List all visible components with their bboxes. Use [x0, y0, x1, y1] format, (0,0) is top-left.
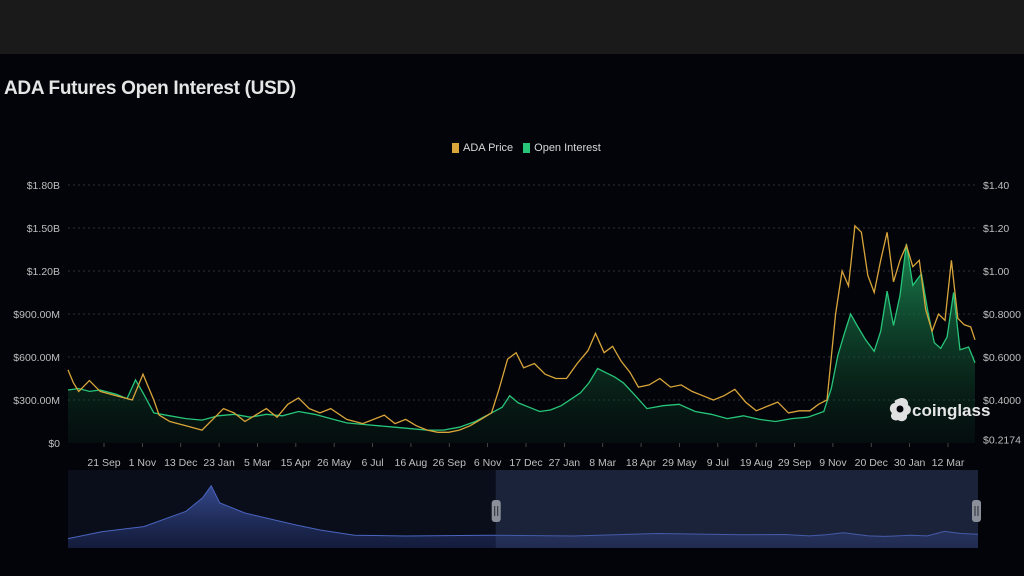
navigator-area [68, 485, 978, 548]
y-right-tick-label: $1.20 [983, 223, 1009, 235]
legend-item-open-interest[interactable]: Open Interest [523, 142, 601, 154]
navigator-handle-grip [491, 500, 501, 522]
x-tick-label: 16 Aug [395, 457, 428, 469]
series-line-ada-price [67, 224, 976, 433]
x-tick-label: 27 Jan [549, 457, 581, 469]
x-tick-label: 17 Dec [509, 457, 542, 469]
x-tick-label: 6 Nov [474, 457, 502, 469]
watermark-text: coinglass [912, 401, 990, 420]
x-tick-label: 12 Mar [932, 457, 965, 469]
y-left-tick-label: $300.00M [13, 395, 60, 407]
legend-swatch-open-interest [523, 143, 531, 153]
navigator-handle-right[interactable] [972, 500, 981, 522]
y-left-tick-label: $1.80B [27, 180, 60, 192]
legend-label-open-interest: Open Interest [534, 142, 601, 154]
x-tick-label: 18 Apr [626, 457, 657, 469]
coinglass-logo-icon [889, 397, 911, 422]
x-tick-label: 8 Mar [589, 457, 616, 469]
x-tick-label: 6 Jul [361, 457, 383, 469]
x-tick-label: 1 Nov [129, 457, 157, 469]
y-left-tick-label: $600.00M [13, 352, 60, 364]
navigator-selected-range [495, 470, 978, 548]
legend-label-ada-price: ADA Price [463, 142, 514, 154]
x-axis: 21 Sep 1 Nov 13 Dec 23 Jan 5 Mar 15 Apr 26 May… [87, 443, 965, 469]
y-left-tick-label: $1.50B [27, 223, 60, 235]
y-right-tick-label: $1.40 [983, 180, 1009, 192]
y-axis-left: $0 $300.00M $600.00M $900.00M $1.20B $1.50B $1… [13, 180, 60, 450]
x-tick-label: 5 Mar [244, 457, 271, 469]
y-right-tick-label: $0.2174 [983, 434, 1021, 446]
navigator-handle-grip [972, 500, 981, 522]
x-tick-label: 19 Aug [740, 457, 773, 469]
x-tick-label: 23 Jan [203, 457, 235, 469]
watermark: coinglass [889, 397, 990, 422]
y-axis-right: $0.2174 $0.4000 $0.6000 $0.8000 $1.00 $1.20 $1… [983, 180, 1021, 446]
navigator-line [67, 484, 979, 540]
top-bar [0, 0, 1024, 54]
series-area-open-interest [68, 243, 975, 443]
grid-lines [68, 184, 975, 401]
legend-swatch-ada-price [452, 143, 459, 153]
chart-legend: ADA Price Open Interest [452, 142, 601, 154]
chart-title: ADA Futures Open Interest (USD) [4, 78, 296, 99]
x-tick-label: 26 Sep [433, 457, 466, 469]
y-left-tick-label: $1.20B [27, 266, 60, 278]
series-line-open-interest [67, 243, 976, 431]
range-navigator[interactable] [67, 470, 981, 548]
y-right-tick-label: $0.8000 [983, 309, 1021, 321]
y-right-tick-label: $0.6000 [983, 352, 1021, 364]
x-tick-label: 9 Nov [819, 457, 847, 469]
x-tick-label: 15 Apr [281, 457, 312, 469]
x-tick-label: 21 Sep [87, 457, 120, 469]
y-right-tick-label: $1.00 [983, 266, 1009, 278]
x-tick-label: 29 Sep [778, 457, 811, 469]
x-tick-label: 20 Dec [855, 457, 888, 469]
x-tick-label: 26 May [317, 457, 352, 469]
y-right-tick-label: $0.4000 [983, 395, 1021, 407]
navigator-handle-left[interactable] [491, 500, 501, 522]
legend-item-ada-price[interactable]: ADA Price [452, 142, 513, 154]
y-left-tick-label: $0 [48, 438, 60, 450]
x-tick-label: 9 Jul [707, 457, 729, 469]
x-tick-label: 13 Dec [164, 457, 197, 469]
x-tick-label: 29 May [662, 457, 697, 469]
series-layer [67, 224, 976, 443]
x-tick-label: 30 Jan [894, 457, 926, 469]
y-left-tick-label: $900.00M [13, 309, 60, 321]
